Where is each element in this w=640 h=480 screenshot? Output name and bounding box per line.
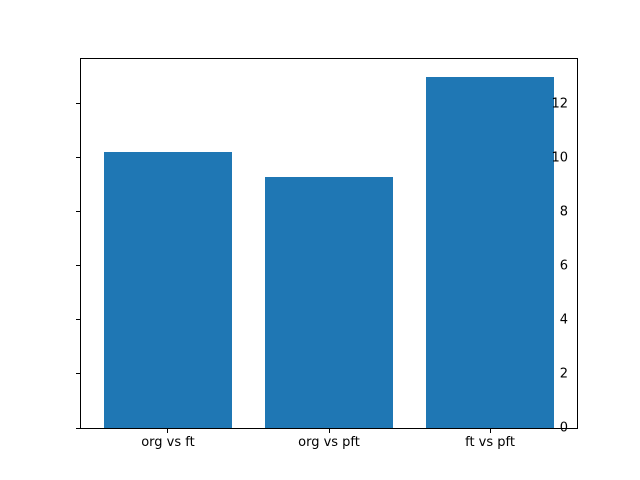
y-tick-mark: [76, 319, 80, 321]
y-tick-mark: [76, 103, 80, 105]
y-tick-label: 10: [551, 150, 568, 166]
bar-org-vs-ft: [103, 152, 233, 428]
y-tick-mark: [76, 427, 80, 429]
y-tick-label: 12: [551, 96, 568, 112]
x-tick-mark: [167, 429, 169, 433]
plot-area: 0 2 4 6 8 10 12 org vs ft org vs pft ft vs pft: [76, 58, 578, 450]
x-tick-label: ft vs pft: [465, 435, 515, 450]
bar-ft-vs-pft: [425, 76, 555, 428]
y-tick-mark: [76, 373, 80, 375]
x-tick-mark: [328, 429, 330, 433]
y-tick-label: 2: [559, 366, 568, 382]
y-tick-mark: [76, 211, 80, 213]
y-tick-label: 0: [559, 420, 568, 436]
y-tick-label: 4: [559, 312, 568, 328]
y-tick-mark: [76, 157, 80, 159]
y-tick-label: 6: [559, 258, 568, 274]
y-tick-label: 8: [559, 204, 568, 220]
x-tick-label: org vs ft: [141, 435, 195, 450]
y-tick-mark: [76, 265, 80, 267]
x-tick-label: org vs pft: [298, 435, 360, 450]
bar-org-vs-pft: [264, 176, 394, 428]
x-tick-mark: [489, 429, 491, 433]
